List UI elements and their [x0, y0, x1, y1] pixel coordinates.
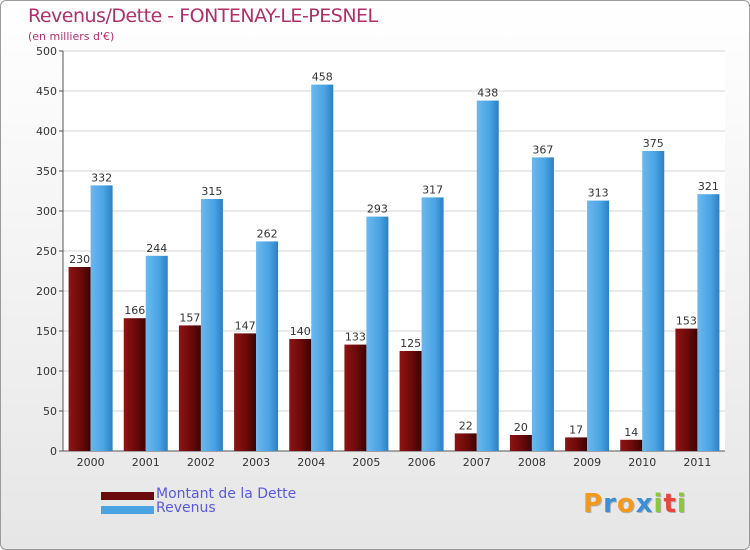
legend-label-dette: Montant de la Dette	[156, 486, 297, 502]
legend-swatch-dette	[101, 492, 154, 500]
data-label: 17	[569, 423, 583, 436]
y-tick-label: 400	[36, 125, 57, 138]
data-label: 262	[257, 227, 278, 240]
bar-revenus	[311, 84, 334, 451]
y-tick-label: 500	[36, 45, 57, 58]
x-tick-label: 2004	[297, 456, 325, 469]
bar-revenus	[697, 194, 720, 451]
chart-title: Revenus/Dette - FONTENAY-LE-PESNEL	[28, 5, 378, 27]
x-tick-label: 2010	[628, 456, 656, 469]
bar-revenus	[366, 216, 389, 451]
x-tick-label: 2006	[408, 456, 436, 469]
data-label: 166	[124, 304, 145, 317]
bar-dette	[123, 318, 146, 451]
data-label: 438	[477, 87, 498, 100]
data-label: 14	[624, 426, 638, 439]
data-label: 230	[69, 253, 90, 266]
bar-revenus	[642, 151, 665, 451]
data-label: 140	[290, 325, 311, 338]
data-label: 458	[312, 71, 333, 84]
data-label: 153	[676, 315, 697, 328]
data-label: 315	[201, 185, 222, 198]
data-label: 332	[91, 171, 112, 184]
logo-letter: i	[676, 489, 687, 519]
bar-dette	[565, 437, 588, 451]
y-tick-label: 150	[36, 325, 57, 338]
bar-dette	[178, 325, 201, 451]
bar-revenus	[145, 255, 168, 451]
bar-revenus	[476, 100, 499, 451]
x-tick-label: 2002	[187, 456, 215, 469]
y-tick-label: 0	[50, 445, 57, 458]
y-tick-label: 50	[43, 405, 57, 418]
x-tick-label: 2003	[242, 456, 270, 469]
bar-dette	[454, 433, 477, 451]
bar-revenus	[90, 185, 113, 451]
x-tick-label: 2001	[132, 456, 160, 469]
bar-revenus	[256, 241, 279, 451]
data-label: 125	[400, 337, 421, 350]
logo-letter: P	[583, 489, 604, 519]
legend-label-revenus: Revenus	[156, 500, 216, 516]
data-label: 22	[459, 419, 473, 432]
bar-dette	[675, 328, 698, 451]
bar-dette	[509, 435, 532, 451]
data-label: 293	[367, 203, 388, 216]
bar-dette	[344, 344, 367, 451]
bar-revenus	[587, 200, 610, 451]
y-tick-label: 250	[36, 245, 57, 258]
bar-dette	[620, 439, 643, 451]
logo-letter: o	[616, 489, 636, 519]
x-tick-label: 2011	[683, 456, 711, 469]
x-tick-label: 2009	[573, 456, 601, 469]
data-label: 244	[146, 242, 167, 255]
bar-revenus	[200, 199, 223, 451]
data-label: 317	[422, 183, 443, 196]
chart-subtitle: (en milliers d'€)	[28, 30, 115, 43]
bar-revenus	[531, 157, 554, 451]
data-label: 313	[588, 187, 609, 200]
legend-swatch-revenus	[101, 506, 154, 514]
data-label: 20	[514, 421, 528, 434]
y-tick-label: 300	[36, 205, 57, 218]
logo-letter: i	[653, 489, 664, 519]
data-label: 147	[235, 319, 256, 332]
y-tick-label: 350	[36, 165, 57, 178]
data-label: 375	[643, 137, 664, 150]
bar-dette	[68, 267, 91, 451]
data-label: 321	[698, 180, 719, 193]
data-label: 157	[179, 311, 200, 324]
logo-letter: t	[663, 489, 677, 519]
bar-dette	[399, 351, 422, 451]
x-tick-label: 2007	[463, 456, 491, 469]
data-label: 367	[532, 143, 553, 156]
x-tick-label: 2008	[518, 456, 546, 469]
data-label: 133	[345, 331, 366, 344]
bar-dette	[234, 333, 257, 451]
logo-letter: r	[603, 489, 617, 519]
bar-revenus	[421, 197, 444, 451]
y-tick-label: 100	[36, 365, 57, 378]
y-tick-label: 200	[36, 285, 57, 298]
y-tick-label: 450	[36, 85, 57, 98]
x-tick-label: 2005	[352, 456, 380, 469]
proxiti-logo: Proxiti	[583, 489, 687, 519]
x-tick-label: 2000	[77, 456, 105, 469]
bar-dette	[289, 339, 312, 451]
logo-letter: x	[635, 489, 654, 519]
